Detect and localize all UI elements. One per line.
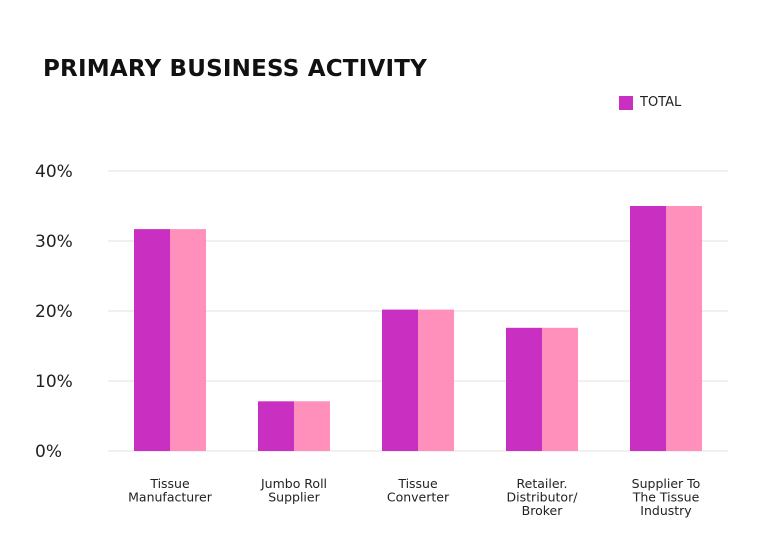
bar <box>294 401 330 451</box>
x-tick-label: Supplier <box>268 490 320 505</box>
x-tick-label: Supplier To <box>632 476 701 491</box>
x-tick-label: Converter <box>387 490 450 505</box>
x-tick-label: Industry <box>640 503 692 518</box>
bar <box>542 327 578 451</box>
x-tick-label: Broker <box>522 503 564 518</box>
y-tick-label: 30% <box>35 232 73 252</box>
bar <box>170 229 206 451</box>
x-tick-label: Retailer. <box>517 476 568 491</box>
legend-swatch <box>619 95 633 110</box>
bar <box>382 309 418 451</box>
chart-title: PRIMARY BUSINESS ACTIVITY <box>43 56 427 82</box>
legend: TOTAL <box>619 95 681 110</box>
x-tick-label: Manufacturer <box>128 490 213 505</box>
bar <box>418 309 454 451</box>
x-tick-label: Tissue <box>397 476 438 491</box>
x-tick-label: Jumbo Roll <box>260 476 327 491</box>
bar <box>630 206 666 451</box>
y-tick-label: 40% <box>35 162 73 182</box>
x-tick-label: Tissue <box>149 476 190 491</box>
bar <box>506 327 542 451</box>
y-tick-label: 0% <box>35 442 62 462</box>
x-tick-label: The Tissue <box>632 490 700 505</box>
y-tick-label: 10% <box>35 372 73 392</box>
bar <box>258 401 294 451</box>
bar <box>666 206 702 451</box>
legend-label: TOTAL <box>640 95 682 110</box>
bar <box>134 229 170 451</box>
x-tick-label: Distributor/ <box>507 490 579 505</box>
y-tick-label: 20% <box>35 302 73 322</box>
